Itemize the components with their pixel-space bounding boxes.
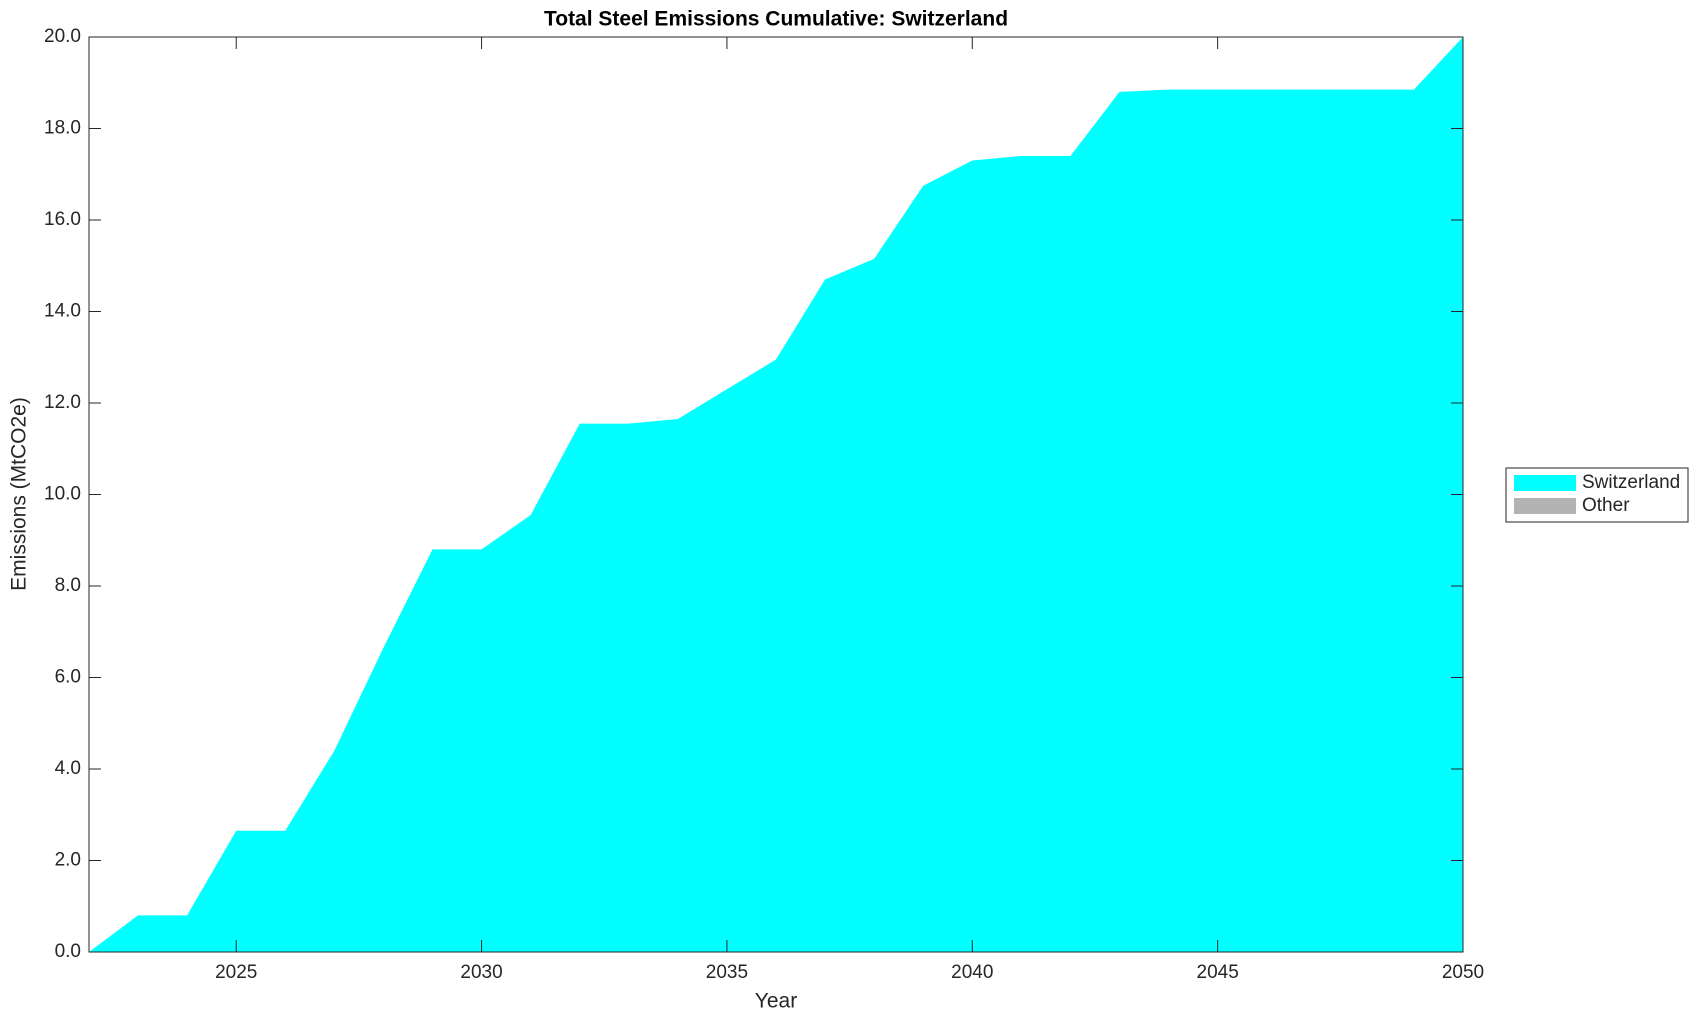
y-tick-label: 6.0 <box>55 667 81 688</box>
legend-swatch <box>1514 498 1576 514</box>
x-tick-label: 2040 <box>951 962 993 983</box>
y-tick-label: 12.0 <box>44 392 81 413</box>
legend-label: Switzerland <box>1582 472 1680 493</box>
y-tick-label: 18.0 <box>44 118 81 139</box>
legend-swatch <box>1514 475 1576 491</box>
x-axis-label: Year <box>755 990 797 1013</box>
x-tick-label: 2045 <box>1197 962 1239 983</box>
chart-title: Total Steel Emissions Cumulative: Switze… <box>544 8 1008 31</box>
x-tick-label: 2025 <box>215 962 257 983</box>
y-tick-label: 14.0 <box>44 301 81 322</box>
x-tick-label: 2050 <box>1442 962 1484 983</box>
area <box>89 37 1463 952</box>
y-tick-label: 4.0 <box>55 758 81 779</box>
legend-label: Other <box>1582 495 1630 516</box>
y-tick-label: 20.0 <box>44 26 81 47</box>
y-axis-label: Emissions (MtCO2e) <box>8 397 31 591</box>
y-tick-label: 16.0 <box>44 209 81 230</box>
y-tick-label: 0.0 <box>55 941 81 962</box>
y-tick-label: 10.0 <box>44 484 81 505</box>
x-tick-label: 2030 <box>460 962 502 983</box>
y-tick-label: 2.0 <box>55 850 81 871</box>
y-tick-label: 8.0 <box>55 575 81 596</box>
x-tick-label: 2035 <box>706 962 748 983</box>
